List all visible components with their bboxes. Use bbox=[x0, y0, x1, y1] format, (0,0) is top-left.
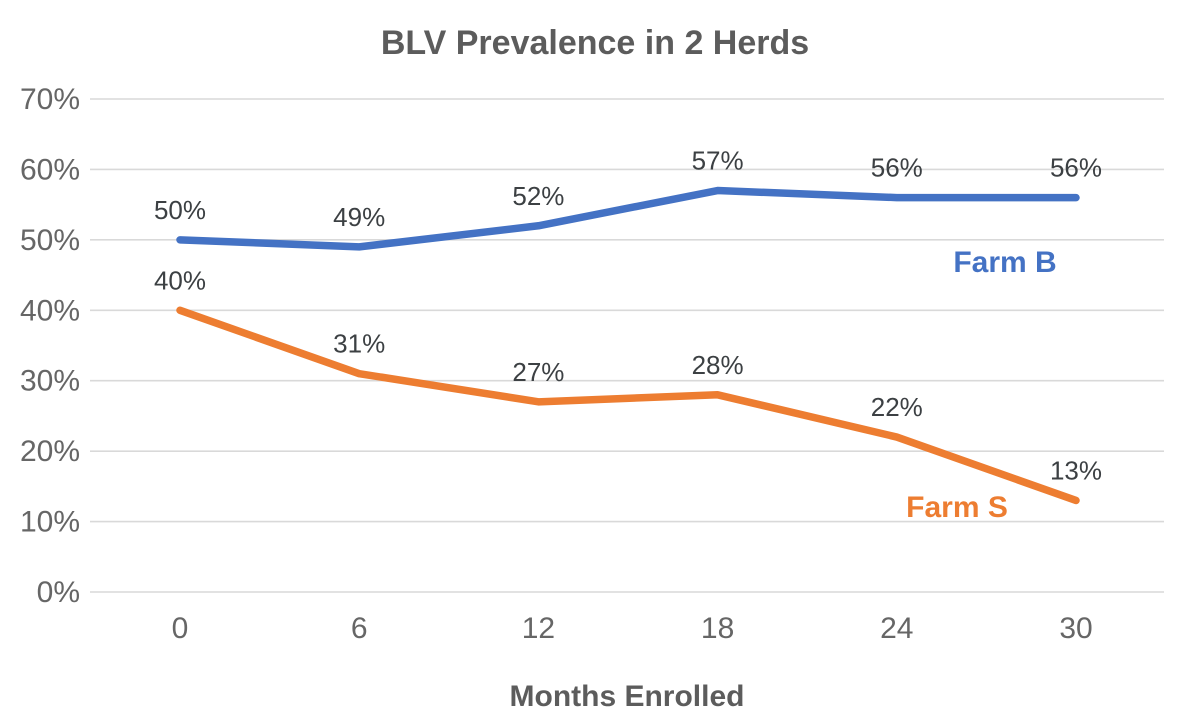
data-label-farm-b-18: 57% bbox=[692, 146, 744, 176]
data-label-farm-b-12: 52% bbox=[512, 181, 564, 211]
data-label-farm-s-12: 27% bbox=[512, 357, 564, 387]
data-label-farm-b-0: 50% bbox=[154, 195, 206, 225]
x-tick-label-6: 6 bbox=[351, 612, 368, 645]
x-tick-label-12: 12 bbox=[522, 612, 555, 645]
data-label-farm-s-0: 40% bbox=[154, 265, 206, 295]
data-label-farm-s-30: 13% bbox=[1050, 455, 1102, 485]
y-tick-label-60: 60% bbox=[20, 153, 80, 186]
data-label-farm-b-30: 56% bbox=[1050, 153, 1102, 183]
x-axis-tick-labels: 0 6 12 18 24 30 bbox=[172, 612, 1093, 645]
data-label-farm-s-18: 28% bbox=[692, 350, 744, 380]
data-labels-layer: 50% 49% 52% 57% 56% 56% 40% 31% 27% 28% 22% 13% bbox=[154, 146, 1102, 486]
y-axis-tick-labels: 0% 10% 20% 30% 40% 50% 60% 70% bbox=[20, 83, 80, 609]
series-lines-layer bbox=[176, 186, 1080, 505]
y-tick-label-0: 0% bbox=[37, 576, 80, 609]
chart-title: BLV Prevalence in 2 Herds bbox=[381, 24, 809, 62]
series-line-farm-s bbox=[176, 306, 1080, 505]
y-tick-label-70: 70% bbox=[20, 83, 80, 116]
x-axis-title: Months Enrolled bbox=[510, 680, 745, 713]
data-label-farm-s-6: 31% bbox=[333, 329, 385, 359]
data-label-farm-s-24: 22% bbox=[871, 392, 923, 422]
data-label-farm-b-24: 56% bbox=[871, 153, 923, 183]
y-tick-label-40: 40% bbox=[20, 294, 80, 327]
series-name-label-farm-s: Farm S bbox=[906, 491, 1008, 524]
x-tick-label-0: 0 bbox=[172, 612, 189, 645]
series-line-farm-b bbox=[176, 186, 1080, 251]
series-name-label-farm-b: Farm B bbox=[953, 246, 1056, 279]
x-tick-label-30: 30 bbox=[1059, 612, 1092, 645]
x-tick-label-18: 18 bbox=[701, 612, 734, 645]
y-tick-label-10: 10% bbox=[20, 506, 80, 539]
y-tick-label-30: 30% bbox=[20, 365, 80, 398]
x-tick-label-24: 24 bbox=[880, 612, 913, 645]
series-name-labels-layer: Farm B Farm S bbox=[906, 246, 1057, 524]
y-tick-label-50: 50% bbox=[20, 224, 80, 257]
data-label-farm-b-6: 49% bbox=[333, 202, 385, 232]
y-tick-label-20: 20% bbox=[20, 435, 80, 468]
